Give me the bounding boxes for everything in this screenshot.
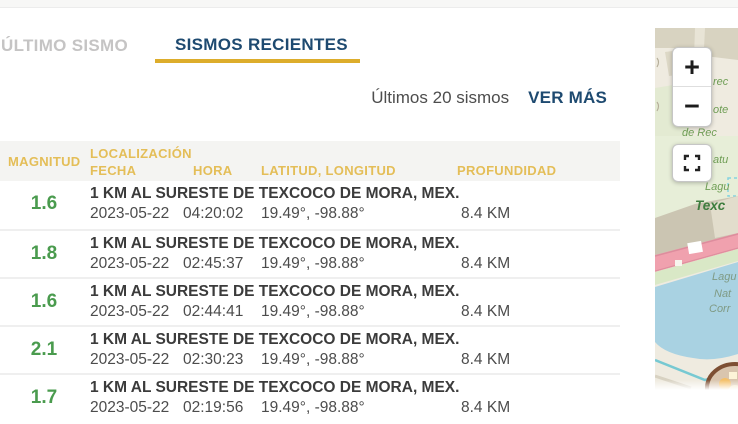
tab-ultimo-sismo[interactable]: ÚLTIMO SISMO xyxy=(1,36,128,55)
time-value: 04:20:02 xyxy=(183,205,244,222)
table-row[interactable]: 1.6 1 KM AL SURESTE DE TEXCOCO DE MORA, … xyxy=(0,181,620,229)
magnitude-value: 1.6 xyxy=(30,193,58,214)
top-bar xyxy=(0,0,738,8)
time-value: 02:45:37 xyxy=(183,255,244,272)
map-zoom-control: + − xyxy=(672,47,712,127)
summary-text: Últimos 20 sismos xyxy=(371,88,510,107)
date-value: 2023-05-22 xyxy=(90,351,170,368)
list-toolbar: Últimos 20 sismos VER MÁS xyxy=(371,88,607,108)
depth-value: 8.4 KM xyxy=(461,399,511,416)
table-row[interactable]: 1.6 1 KM AL SURESTE DE TEXCOCO DE MORA, … xyxy=(0,277,620,325)
coords-value: 19.49°, -98.88° xyxy=(261,303,365,320)
table-row[interactable]: 1.8 1 KM AL SURESTE DE TEXCOCO DE MORA, … xyxy=(0,229,620,277)
header-fecha: FECHA xyxy=(90,163,137,178)
location-text: 1 KM AL SURESTE DE TEXCOCO DE MORA, MEX. xyxy=(90,379,460,396)
ver-mas-link[interactable]: VER MÁS xyxy=(528,88,607,107)
header-localizacion: LOCALIZACIÓN xyxy=(90,146,192,161)
magnitude-value: 1.8 xyxy=(30,243,58,264)
coords-value: 19.49°, -98.88° xyxy=(261,205,365,222)
coords-value: 19.49°, -98.88° xyxy=(261,351,365,368)
tab-sismos-recientes[interactable]: SISMOS RECIENTES xyxy=(175,35,348,54)
header-profundidad: PROFUNDIDAD xyxy=(457,163,557,178)
date-value: 2023-05-22 xyxy=(90,205,170,222)
zoom-out-button[interactable]: − xyxy=(684,91,700,121)
table-row[interactable]: 2.1 1 KM AL SURESTE DE TEXCOCO DE MORA, … xyxy=(0,325,620,373)
magnitude-value: 1.6 xyxy=(30,291,58,312)
header-latlong: LATITUD, LONGITUD xyxy=(261,163,396,178)
map-tiles xyxy=(655,28,738,390)
location-text: 1 KM AL SURESTE DE TEXCOCO DE MORA, MEX. xyxy=(90,331,460,348)
coords-value: 19.49°, -98.88° xyxy=(261,399,365,416)
depth-value: 8.4 KM xyxy=(461,351,511,368)
date-value: 2023-05-22 xyxy=(90,255,170,272)
date-value: 2023-05-22 xyxy=(90,399,170,416)
depth-value: 8.4 KM xyxy=(461,205,511,222)
location-text: 1 KM AL SURESTE DE TEXCOCO DE MORA, MEX. xyxy=(90,283,460,300)
coords-value: 19.49°, -98.88° xyxy=(261,255,365,272)
depth-value: 8.4 KM xyxy=(461,255,511,272)
time-value: 02:44:41 xyxy=(183,303,244,320)
header-magnitud: MAGNITUD xyxy=(8,154,81,169)
time-value: 02:19:56 xyxy=(183,399,244,416)
location-text: 1 KM AL SURESTE DE TEXCOCO DE MORA, MEX. xyxy=(90,235,460,252)
active-tab-underline xyxy=(155,59,360,63)
earthquake-table: MAGNITUD LOCALIZACIÓN FECHA HORA LATITUD… xyxy=(0,141,620,421)
header-hora: HORA xyxy=(193,163,233,178)
time-value: 02:30:23 xyxy=(183,351,244,368)
fullscreen-button[interactable] xyxy=(672,144,712,182)
table-row[interactable]: 1.7 1 KM AL SURESTE DE TEXCOCO DE MORA, … xyxy=(0,373,620,421)
fullscreen-icon xyxy=(683,154,701,172)
depth-value: 8.4 KM xyxy=(461,303,511,320)
location-text: 1 KM AL SURESTE DE TEXCOCO DE MORA, MEX. xyxy=(90,185,460,202)
date-value: 2023-05-22 xyxy=(90,303,170,320)
map-panel[interactable]: rec ote de Rec atu Lagu Texc Lagu Nat Co… xyxy=(655,28,738,390)
magnitude-value: 1.7 xyxy=(30,387,58,408)
zoom-in-button[interactable]: + xyxy=(673,48,711,87)
magnitude-value: 2.1 xyxy=(30,339,58,360)
table-header: MAGNITUD LOCALIZACIÓN FECHA HORA LATITUD… xyxy=(0,141,620,181)
